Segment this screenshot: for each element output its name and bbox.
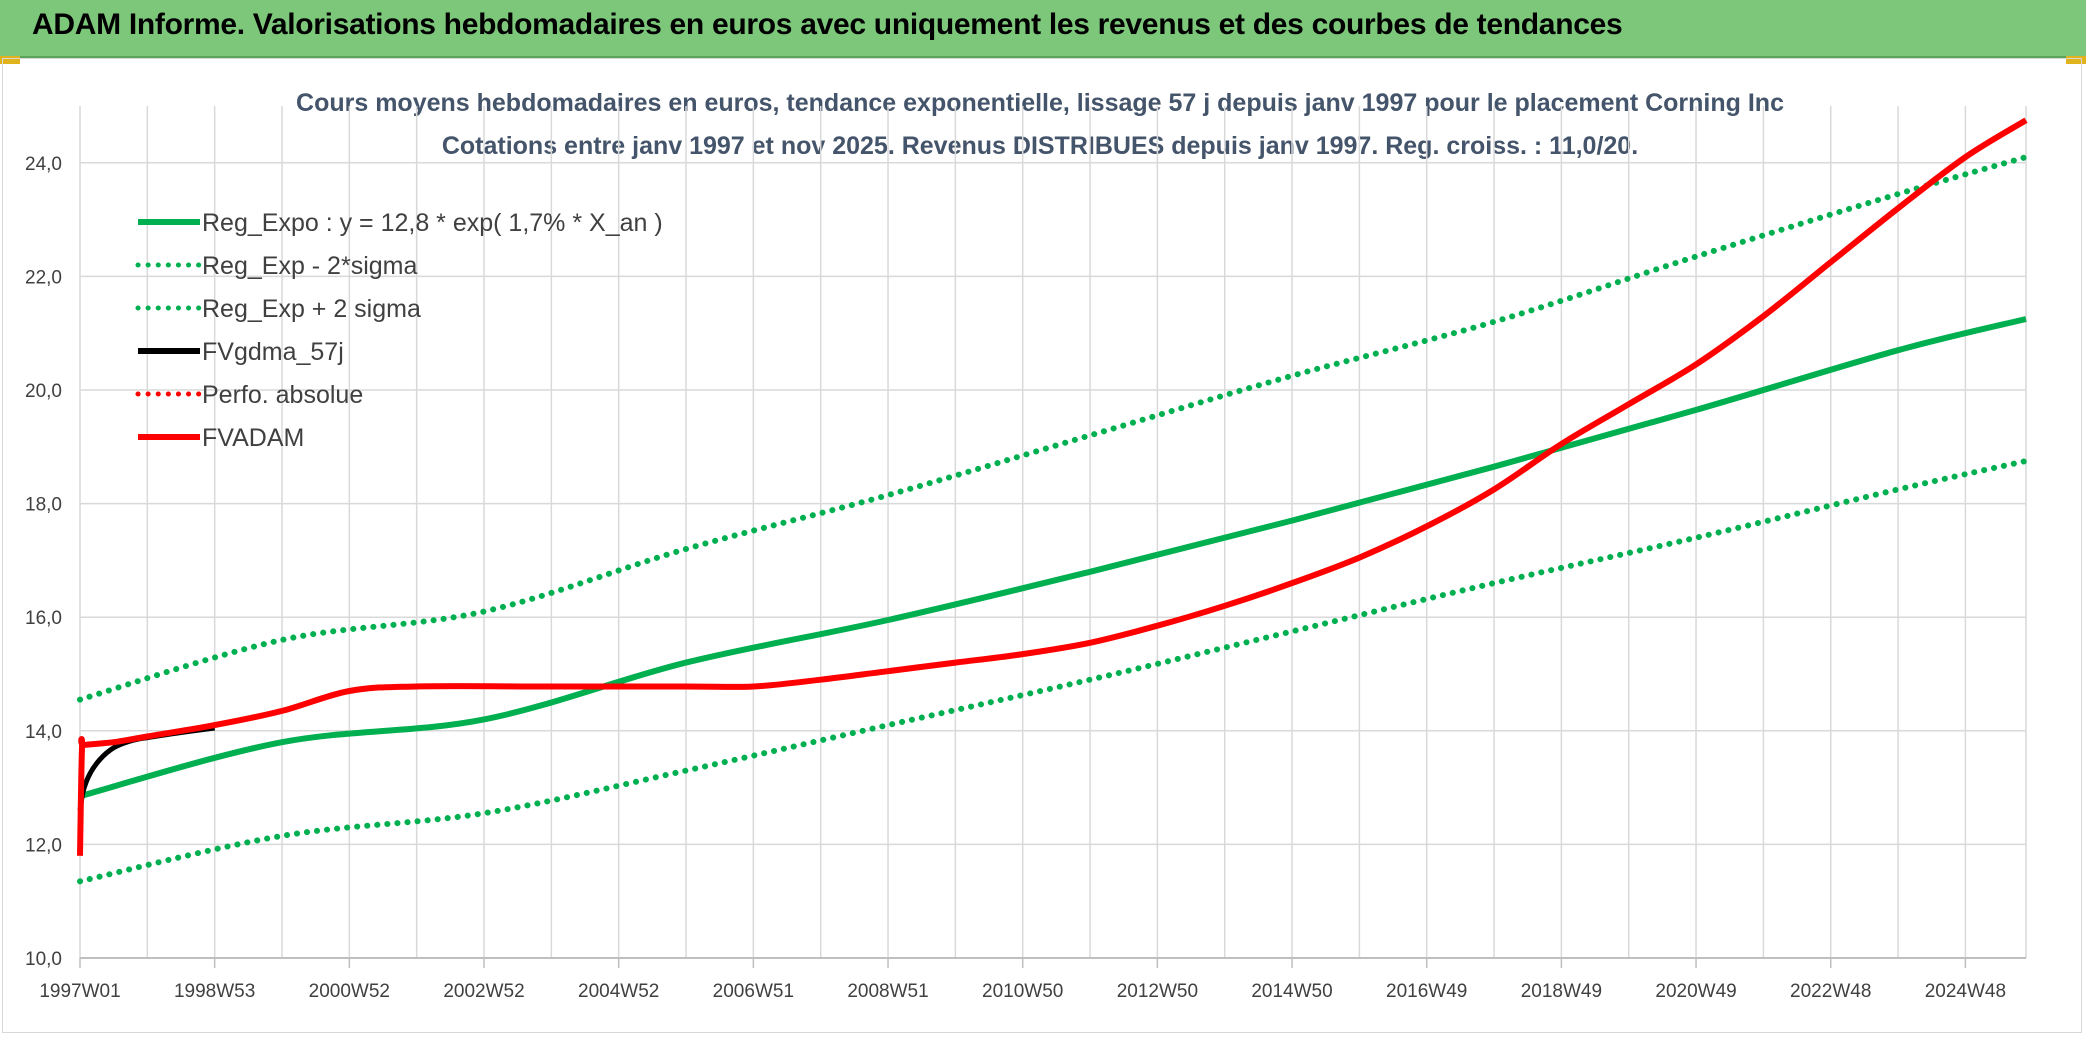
y-tick-label: 20,0 <box>25 381 62 402</box>
legend-label: FVgdma_57j <box>202 338 344 366</box>
x-tick-label: 2014W50 <box>1251 981 1332 1002</box>
legend-label: Reg_Exp + 2 sigma <box>202 295 421 323</box>
x-tick-label: 2024W48 <box>1925 981 2006 1002</box>
x-tick-label: 2010W50 <box>982 981 1063 1002</box>
chart-series <box>77 117 2029 885</box>
corner-mark-right <box>2066 56 2086 64</box>
x-tick-label: 1998W53 <box>174 981 255 1002</box>
chart-legend: Reg_Expo : y = 12,8 * exp( 1,7% * X_an )… <box>135 209 663 452</box>
chart-title: Cours moyens hebdomadaires en euros, ten… <box>296 89 1784 117</box>
report-header: ADAM Informe. Valorisations hebdomadaire… <box>0 0 2086 58</box>
legend-label: FVADAM <box>202 424 304 452</box>
legend-label: Reg_Expo : y = 12,8 * exp( 1,7% * X_an ) <box>202 209 663 237</box>
y-tick-label: 22,0 <box>25 267 62 288</box>
chart-subtitle: Cotations entre janv 1997 et nov 2025. R… <box>442 132 1638 160</box>
series-line-reg-expo-y-12-8-exp-1-7-x-an <box>79 316 2027 799</box>
chart-frame <box>2 58 2082 1033</box>
x-tick-label: 2020W49 <box>1655 981 1736 1002</box>
x-tick-label: 2022W48 <box>1790 981 1871 1002</box>
x-tick-label: 2002W52 <box>443 981 524 1002</box>
chart-axes: 10,0 12,0 14,0 16,0 18,0 20,0 22,0 24,0 1997W01 1… <box>25 154 2026 1002</box>
y-tick-label: 24,0 <box>25 154 62 175</box>
y-tick-label: 16,0 <box>25 608 62 629</box>
x-tick-label: 2000W52 <box>309 981 390 1002</box>
series-line-reg-exp-2-sigma <box>77 154 2029 703</box>
y-tick-label: 10,0 <box>25 949 62 970</box>
x-tick-label: 2018W49 <box>1521 981 1602 1002</box>
x-tick-label: 1997W01 <box>39 981 120 1002</box>
y-tick-label: 18,0 <box>25 495 62 516</box>
x-tick-label: 2006W51 <box>713 981 794 1002</box>
series-line-reg-exp-2-sigma <box>77 458 2029 885</box>
x-tick-label: 2016W49 <box>1386 981 1467 1002</box>
x-tick-label: 2004W52 <box>578 981 659 1002</box>
y-tick-label: 14,0 <box>25 722 62 743</box>
x-tick-label: 2008W51 <box>847 981 928 1002</box>
corner-mark-left <box>0 56 20 64</box>
report-title: ADAM Informe. Valorisations hebdomadaire… <box>32 8 1623 41</box>
y-tick-label: 12,0 <box>25 835 62 856</box>
x-tick-label: 2012W50 <box>1117 981 1198 1002</box>
legend-label: Reg_Exp - 2*sigma <box>202 252 417 280</box>
series-line-fvadam <box>77 117 2028 856</box>
legend-label: Perfo. absolue <box>202 381 363 409</box>
